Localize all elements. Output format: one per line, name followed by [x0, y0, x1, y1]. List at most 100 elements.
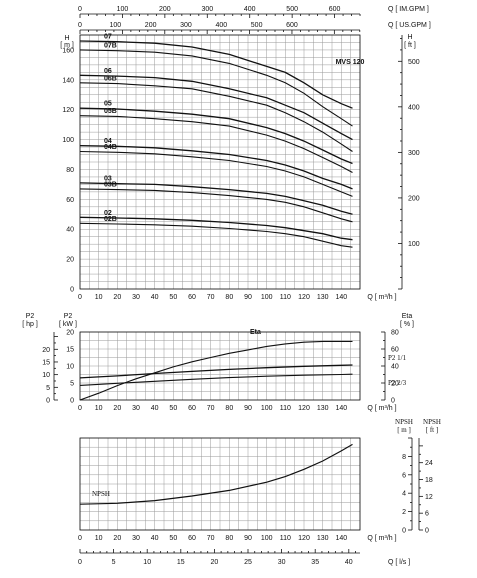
n-q-tick-label: 30 — [132, 535, 140, 542]
npsh-ft-tick-label: 12 — [425, 494, 433, 501]
curve-label-04: 04 — [104, 138, 112, 145]
p2-hp-axis-symbol: P2 — [26, 313, 35, 320]
h-q-tick-label: 40 — [151, 294, 159, 301]
h-q-tick-label: 140 — [335, 294, 347, 301]
n-q-tick-label: 140 — [335, 535, 347, 542]
h-m-axis-unit: [ m ] — [60, 42, 74, 49]
ls-tick-label: 25 — [244, 559, 252, 566]
usgpm-axis-title: Q [ US.GPM ] — [388, 22, 431, 29]
h-q-tick-label: 10 — [95, 294, 103, 301]
curve-label-eta: Eta — [250, 329, 261, 336]
eta-tick-label: 40 — [391, 364, 399, 371]
p2-kw-tick-label: 20 — [66, 330, 74, 337]
p-q-tick-label: 0 — [78, 405, 82, 412]
h-m-tick-label: 100 — [62, 137, 74, 144]
curve-04 — [79, 144, 353, 190]
curve-06 — [79, 74, 353, 141]
n-q-tick-label: 40 — [151, 535, 159, 542]
eta-tick-label: 20 — [391, 381, 399, 388]
imgpm-axis-title: Q [ IM.GPM ] — [388, 6, 429, 13]
h-q-tick-label: 60 — [188, 294, 196, 301]
eta-tick-label: 80 — [391, 330, 399, 337]
curve-label-07b: 07B — [104, 42, 117, 49]
p2-hp-axis-unit: [ hp ] — [22, 321, 38, 328]
p-q-tick-label: 20 — [113, 405, 121, 412]
p-q-tick-label: 110 — [280, 405, 291, 412]
h-q-tick-label: 70 — [207, 294, 215, 301]
h-q-tick-label: 0 — [78, 294, 82, 301]
npsh-m-tick-label: 2 — [402, 509, 406, 516]
ls-tick-label: 35 — [311, 559, 319, 566]
curve-label-06b: 06B — [104, 75, 117, 82]
curve-05 — [79, 107, 353, 165]
ls-tick-label: 40 — [345, 559, 353, 566]
n-q-axis-title: Q [ m³/h ] — [367, 535, 396, 542]
n-q-tick-label: 120 — [298, 535, 310, 542]
eta-tick-label: 0 — [391, 398, 395, 405]
ls-tick-label: 15 — [177, 559, 185, 566]
usgpm-tick-label: 100 — [109, 22, 121, 29]
curve-label-05: 05 — [104, 101, 112, 108]
n-q-tick-label: 80 — [225, 535, 233, 542]
npsh-m-tick-label: 8 — [402, 454, 406, 461]
h-m-tick-label: 80 — [66, 167, 74, 174]
npsh-ft-axis-unit: [ ft ] — [426, 426, 438, 434]
p-q-tick-label: 130 — [317, 405, 329, 412]
p2-kw-tick-label: 10 — [66, 364, 74, 371]
p2-hp-tick-label: 15 — [42, 359, 50, 366]
h-m-tick-label: 60 — [66, 197, 74, 204]
h-ft-tick-label: 300 — [408, 150, 420, 157]
h-m-axis-symbol: H — [64, 35, 69, 42]
curve-label-p2-full: P2 1/1 — [388, 354, 407, 362]
h-q-tick-label: 50 — [169, 294, 177, 301]
n-q-tick-label: 70 — [207, 535, 215, 542]
usgpm-tick-label: 500 — [251, 22, 263, 29]
npsh-ft-tick-label: 0 — [425, 528, 429, 535]
p-q-tick-label: 140 — [335, 405, 347, 412]
p2-hp-tick-label: 0 — [46, 398, 50, 405]
npsh-ft-tick-label: 18 — [425, 477, 433, 484]
imgpm-tick-label: 0 — [78, 6, 82, 13]
curve-03 — [79, 182, 353, 215]
eta-axis-unit: [ % ] — [400, 321, 414, 328]
npsh-ft-tick-label: 24 — [425, 460, 433, 467]
curve-06b — [79, 82, 353, 152]
h-q-tick-label: 110 — [280, 294, 291, 301]
imgpm-tick-label: 600 — [329, 6, 341, 13]
n-q-tick-label: 0 — [78, 535, 82, 542]
h-m-tick-label: 0 — [70, 287, 74, 294]
npsh-m-tick-label: 6 — [402, 472, 406, 479]
imgpm-tick-label: 400 — [244, 6, 256, 13]
curve-07b — [79, 49, 353, 127]
usgpm-tick-label: 300 — [180, 22, 192, 29]
h-q-axis-title: Q [ m³/h ] — [367, 294, 396, 301]
curve-label-03: 03 — [104, 175, 112, 182]
h-q-tick-label: 100 — [261, 294, 273, 301]
n-q-tick-label: 10 — [95, 535, 103, 542]
curve-label-npsh: NPSH — [92, 490, 110, 498]
curve-npsh — [79, 443, 353, 505]
curve-07 — [79, 40, 353, 109]
h-m-tick-label: 160 — [62, 47, 74, 54]
npsh-m-axis-unit: [ m ] — [397, 426, 411, 434]
ls-tick-label: 10 — [143, 559, 151, 566]
curve-03b — [79, 188, 353, 223]
h-q-tick-label: 20 — [113, 294, 121, 301]
h-plot-frame — [79, 34, 361, 290]
imgpm-tick-label: 200 — [159, 6, 171, 13]
h-ft-axis-symbol: H — [407, 34, 412, 41]
npsh-m-axis-symbol: NPSH — [395, 418, 413, 426]
h-m-tick-label: 120 — [62, 107, 74, 114]
n-q-tick-label: 50 — [169, 535, 177, 542]
n-q-tick-label: 90 — [244, 535, 252, 542]
h-m-tick-label: 20 — [66, 257, 74, 264]
curve-label-03b: 03B — [104, 181, 117, 188]
p2-kw-axis-unit: [ kW ] — [59, 321, 77, 328]
curve-label-05b: 05B — [104, 108, 117, 115]
npsh-m-tick-label: 4 — [402, 491, 406, 498]
p-q-tick-label: 90 — [244, 405, 252, 412]
n-q-tick-label: 110 — [280, 535, 291, 542]
curve-p2-full — [79, 364, 353, 379]
n-q-tick-label: 60 — [188, 535, 196, 542]
